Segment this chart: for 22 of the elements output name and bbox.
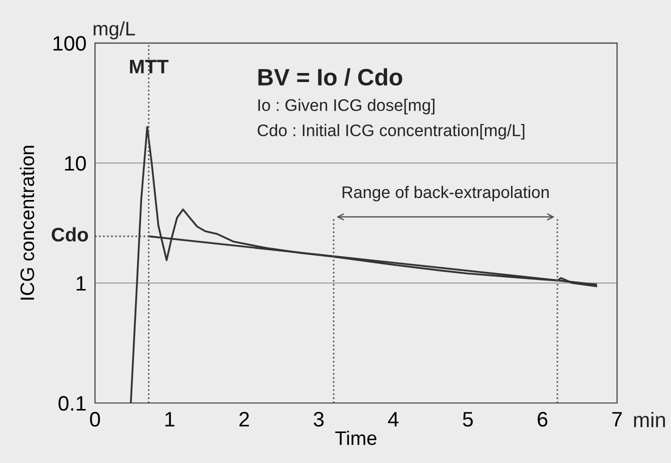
x-tick-label: 7	[612, 412, 622, 426]
y-tick-label: 0.1	[58, 396, 86, 411]
x-tick-label: 4	[388, 412, 399, 426]
ref-line-label: MTT	[130, 60, 168, 74]
x-axis-title: Time	[335, 430, 376, 446]
annotation: Io : Given ICG dose[mg]	[258, 98, 434, 114]
x-tick-label: 2	[239, 412, 249, 426]
x-tick-label: 6	[538, 412, 548, 427]
y-tick-label: 10	[65, 156, 86, 171]
y-tick-label: 100	[54, 36, 86, 51]
text: min	[634, 412, 665, 428]
x-tick-label: 3	[314, 412, 324, 427]
x-tick-label: 1	[165, 412, 174, 426]
annotation: BV = Io / Cdo	[258, 68, 402, 86]
ref-line-label: Cdo	[52, 227, 88, 242]
x-tick-label: 0	[90, 412, 100, 427]
annotation: Cdo : Initial ICG concentration[mg/L]	[258, 124, 524, 140]
text: mg/L	[94, 21, 135, 40]
y-axis-title: ICG concentration	[20, 146, 34, 300]
y-tick-label: 1	[76, 276, 86, 291]
x-tick-label: 5	[462, 412, 473, 427]
annotation: Range of back-extrapolation	[342, 186, 549, 202]
